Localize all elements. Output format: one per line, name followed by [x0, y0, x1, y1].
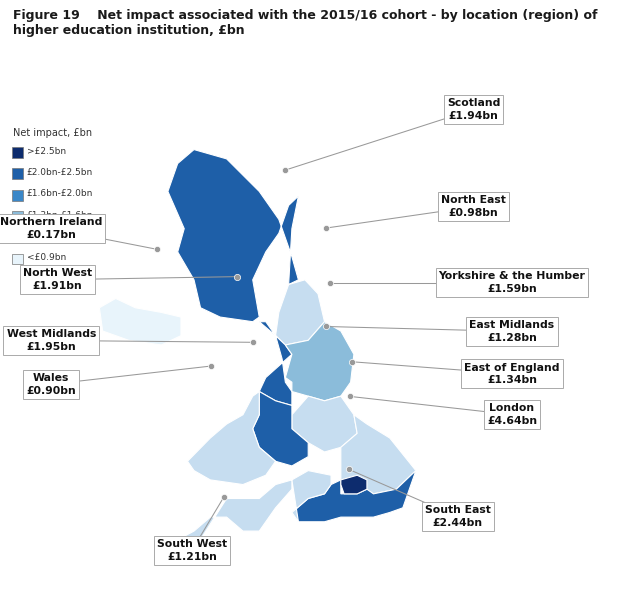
Text: £0.9bn-£1.3bn: £0.9bn-£1.3bn: [27, 232, 93, 241]
Bar: [12, 232, 23, 243]
Text: North East
£0.98bn: North East £0.98bn: [441, 195, 506, 218]
Bar: [12, 147, 23, 158]
Text: >£2.5bn: >£2.5bn: [27, 147, 66, 156]
Text: £2.0bn-£2.5bn: £2.0bn-£2.5bn: [27, 168, 93, 177]
Text: South West
£1.21bn: South West £1.21bn: [157, 539, 227, 562]
Text: North West
£1.91bn: North West £1.91bn: [23, 268, 92, 291]
Polygon shape: [341, 475, 367, 494]
Polygon shape: [253, 392, 308, 466]
Polygon shape: [259, 322, 292, 406]
Bar: [12, 168, 23, 179]
Text: Scotland
£1.94bn: Scotland £1.94bn: [447, 98, 500, 121]
Text: <£0.9bn: <£0.9bn: [27, 254, 66, 262]
Text: Yorkshire & the Humber
£1.59bn: Yorkshire & the Humber £1.59bn: [438, 271, 586, 294]
Polygon shape: [99, 299, 181, 345]
Text: East of England
£1.34bn: East of England £1.34bn: [464, 362, 560, 385]
Text: Northern Ireland
£0.17bn: Northern Ireland £0.17bn: [0, 217, 102, 240]
Polygon shape: [276, 280, 324, 345]
Polygon shape: [292, 471, 416, 522]
Text: South East
£2.44bn: South East £2.44bn: [425, 505, 490, 528]
Text: West Midlands
£1.95bn: West Midlands £1.95bn: [6, 329, 96, 352]
Text: Figure 19    Net impact associated with the 2015/16 cohort - by location (region: Figure 19 Net impact associated with the…: [13, 9, 597, 22]
Text: Wales
£0.90bn: Wales £0.90bn: [26, 373, 76, 396]
Polygon shape: [168, 471, 331, 554]
Text: higher education institution, £bn: higher education institution, £bn: [13, 24, 244, 37]
Polygon shape: [188, 392, 276, 485]
Bar: [12, 190, 23, 201]
Text: Net impact, £bn: Net impact, £bn: [13, 128, 92, 137]
Polygon shape: [285, 322, 354, 401]
Polygon shape: [292, 396, 357, 452]
Text: East Midlands
£1.28bn: East Midlands £1.28bn: [469, 320, 555, 343]
Polygon shape: [341, 415, 416, 494]
Polygon shape: [168, 150, 298, 322]
Text: £1.6bn-£2.0bn: £1.6bn-£2.0bn: [27, 190, 93, 198]
Text: £1.3bn-£1.6bn: £1.3bn-£1.6bn: [27, 211, 93, 219]
Bar: [12, 254, 23, 264]
Bar: [12, 211, 23, 222]
Text: London
£4.64bn: London £4.64bn: [487, 403, 537, 426]
